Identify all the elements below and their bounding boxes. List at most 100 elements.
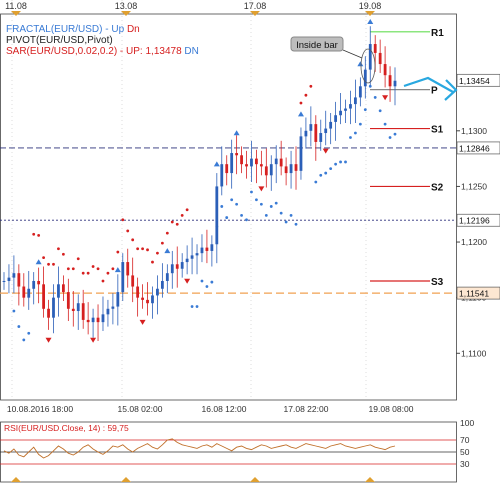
candle-body <box>304 130 308 137</box>
candle-body <box>101 314 105 323</box>
candle-body <box>339 110 342 116</box>
price-box <box>456 141 500 155</box>
sar-dot <box>245 218 248 222</box>
candle-body <box>96 317 100 323</box>
candle-body <box>76 303 80 312</box>
sar-dot <box>334 162 338 166</box>
candle-body <box>309 124 313 131</box>
sar-dot <box>304 93 308 97</box>
sar-dot <box>156 251 159 255</box>
candle-body <box>373 44 377 53</box>
projection-arrow-head <box>444 79 458 101</box>
y-tick-label: 1,1250 <box>461 181 487 191</box>
sar-dot <box>269 205 273 208</box>
inside-bar-label: Inside bar <box>296 40 338 51</box>
price-box <box>456 213 500 227</box>
candle-body <box>126 262 130 276</box>
rsi-line <box>3 438 396 459</box>
top-date-marker <box>11 11 21 16</box>
rsi-tick-label: 70 <box>460 435 470 445</box>
sar-dot <box>96 267 100 271</box>
sar-dot <box>349 136 352 139</box>
candle-body <box>205 247 209 251</box>
sar-dot <box>259 202 263 206</box>
sar-dot <box>195 305 199 308</box>
rsi-tick-label: 100 <box>460 418 474 428</box>
fractal-down <box>322 148 329 154</box>
y-tick-label: 1,1300 <box>461 126 487 136</box>
fractal-up <box>367 19 374 25</box>
candle-body <box>259 164 263 167</box>
candle-body <box>165 273 169 281</box>
sar-dot <box>190 305 194 308</box>
candle-body <box>354 97 357 105</box>
fractal-up <box>164 248 171 254</box>
sar-dot <box>319 173 323 177</box>
candle-body <box>358 86 362 98</box>
fractal-down <box>90 337 97 343</box>
sar-dot <box>47 262 50 266</box>
fractal-markers <box>35 19 389 343</box>
sar-dot <box>121 218 125 222</box>
sar-dot <box>91 265 95 268</box>
candle-body <box>240 155 243 165</box>
sar-dot <box>71 267 75 271</box>
candle-body <box>17 273 21 287</box>
sar-dot <box>329 167 333 171</box>
candle-body <box>66 292 70 309</box>
fractal-up <box>114 267 121 273</box>
inside-bar-circle <box>360 48 376 84</box>
fractal-down <box>382 95 389 101</box>
candle-body <box>91 317 95 323</box>
sar-dots <box>12 84 397 342</box>
fractal-up <box>297 111 304 117</box>
candle-body <box>284 166 288 174</box>
fractal-up <box>357 61 364 67</box>
candle-body <box>279 158 283 167</box>
candle-body <box>116 292 120 307</box>
pivot-label: S3 <box>431 277 444 288</box>
candle-body <box>81 303 85 320</box>
legend-sar: SAR(EUR/USD,0.02,0.2) - UP: 1,13478 DN <box>6 46 199 57</box>
sar-dot <box>151 260 154 264</box>
pivot-label: S1 <box>431 125 444 136</box>
candle-body <box>12 273 16 278</box>
sar-dot <box>344 160 347 164</box>
fractal-down <box>45 337 52 343</box>
candle-body <box>245 164 248 167</box>
rsi-date-marker <box>365 477 375 482</box>
candle-body <box>22 286 26 298</box>
candle-body <box>27 288 31 298</box>
candle-body <box>52 297 55 318</box>
sar-dot <box>388 136 392 139</box>
sar-dot <box>294 222 298 226</box>
sar-dot <box>101 279 105 283</box>
sar-dot <box>146 248 149 252</box>
plot-frame <box>0 13 457 401</box>
candle-body <box>363 69 367 87</box>
sar-dot <box>165 231 169 235</box>
sar-dot <box>180 213 184 217</box>
sar-dot <box>289 213 293 217</box>
candle-body <box>329 121 333 129</box>
candle-body <box>180 262 184 269</box>
sar-dot <box>274 201 278 205</box>
top-date-marker <box>365 11 375 16</box>
candle-body <box>349 104 352 109</box>
price-box <box>456 286 500 300</box>
candle-body <box>146 299 149 304</box>
fractal-down <box>184 278 191 284</box>
sar-dot <box>279 211 283 215</box>
price-box-label: 1,11541 <box>459 289 489 299</box>
inside-bar-pointer <box>342 49 363 59</box>
sar-dot <box>175 222 179 226</box>
candle-body <box>190 255 194 259</box>
sar-dot <box>383 122 387 126</box>
candle-body <box>200 247 204 254</box>
rsi-date-marker <box>121 477 131 482</box>
pivot-label: R1 <box>431 28 444 39</box>
pivot-label: S2 <box>431 182 444 193</box>
sar-dot <box>393 132 397 136</box>
bottom-date-label: 19.08 08:00 <box>369 404 414 414</box>
